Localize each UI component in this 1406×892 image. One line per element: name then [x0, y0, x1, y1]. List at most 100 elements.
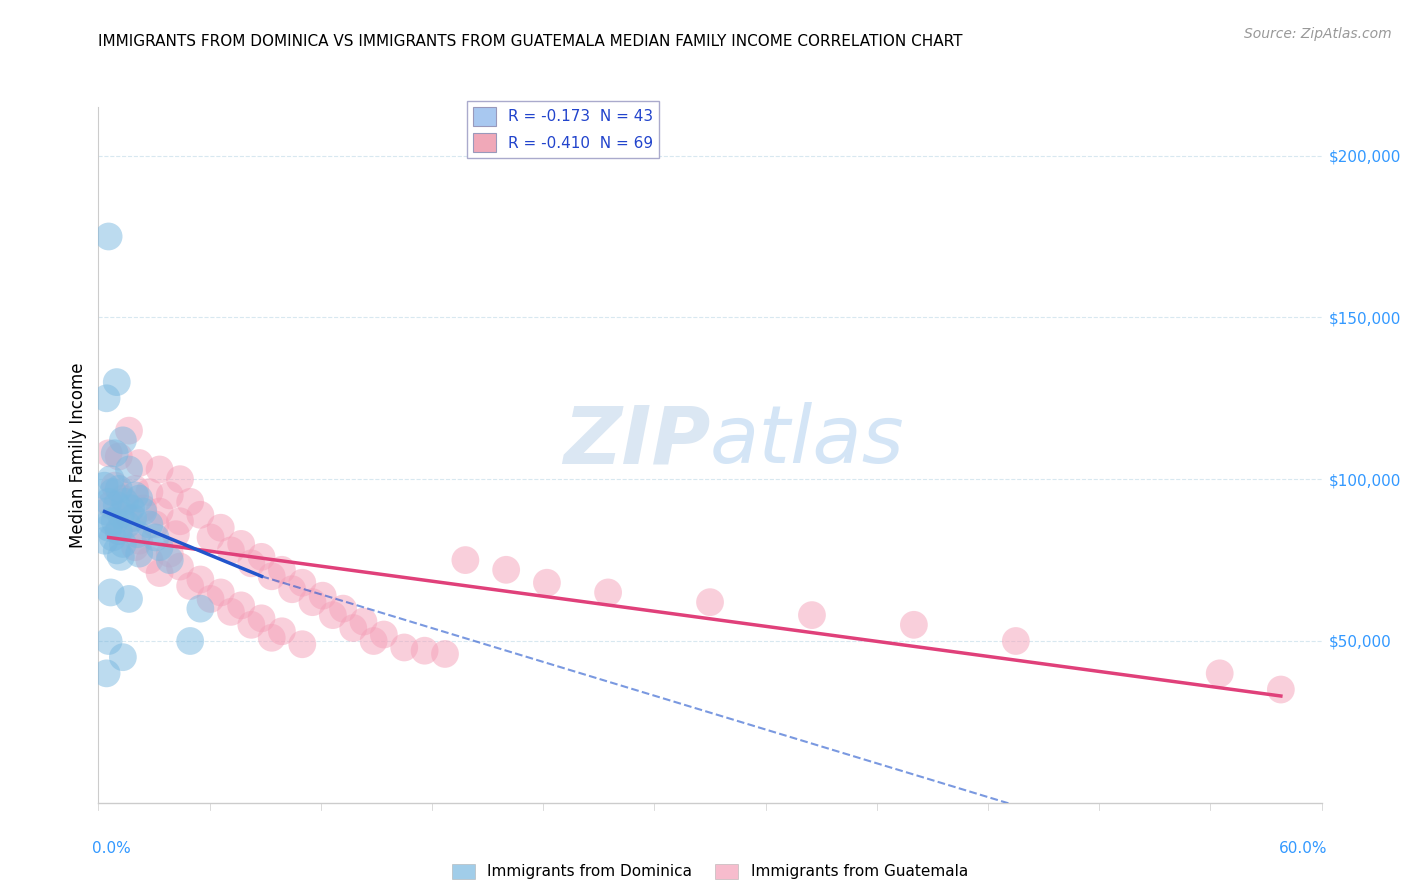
Point — [105, 375, 128, 389]
Point — [97, 521, 120, 535]
Point — [149, 540, 172, 554]
Text: atlas: atlas — [710, 402, 905, 480]
Point — [903, 617, 925, 632]
Point — [169, 559, 191, 574]
Point — [96, 504, 118, 518]
Point — [291, 637, 314, 651]
Point — [96, 666, 118, 681]
Text: 0.0%: 0.0% — [93, 841, 131, 856]
Point — [138, 485, 160, 500]
Point — [342, 621, 364, 635]
Point — [270, 624, 294, 639]
Point — [596, 585, 619, 599]
Point — [101, 531, 124, 545]
Point — [138, 553, 160, 567]
Point — [159, 488, 181, 502]
Point — [101, 485, 124, 500]
Point — [118, 462, 141, 476]
Point — [111, 650, 134, 665]
Point — [115, 517, 138, 532]
Point — [118, 424, 141, 438]
Point — [108, 524, 131, 538]
Text: IMMIGRANTS FROM DOMINICA VS IMMIGRANTS FROM GUATEMALA MEDIAN FAMILY INCOME CORRE: IMMIGRANTS FROM DOMINICA VS IMMIGRANTS F… — [98, 34, 963, 49]
Text: Source: ZipAtlas.com: Source: ZipAtlas.com — [1244, 27, 1392, 41]
Point — [93, 478, 115, 492]
Point — [132, 501, 155, 516]
Point — [188, 573, 212, 587]
Point — [169, 514, 191, 528]
Point — [240, 557, 263, 571]
Point — [699, 595, 721, 609]
Point — [97, 495, 120, 509]
Point — [1208, 666, 1232, 681]
Point — [312, 589, 335, 603]
Point — [97, 446, 120, 460]
Point — [454, 553, 477, 567]
Point — [250, 611, 273, 625]
Point — [100, 514, 122, 528]
Point — [200, 531, 222, 545]
Point — [179, 495, 201, 509]
Point — [100, 498, 122, 512]
Point — [373, 627, 395, 641]
Point — [111, 491, 134, 506]
Point — [124, 488, 146, 502]
Point — [128, 533, 150, 548]
Point — [138, 517, 160, 532]
Text: 60.0%: 60.0% — [1279, 841, 1327, 856]
Point — [108, 450, 131, 464]
Point — [159, 547, 181, 561]
Point — [801, 608, 824, 623]
Point — [165, 527, 187, 541]
Point — [352, 615, 374, 629]
Y-axis label: Median Family Income: Median Family Income — [69, 362, 87, 548]
Point — [124, 482, 146, 496]
Point — [1270, 682, 1292, 697]
Point — [122, 511, 145, 525]
Point — [179, 579, 201, 593]
Point — [219, 543, 242, 558]
Point — [124, 540, 146, 554]
Point — [209, 585, 232, 599]
Point — [111, 537, 134, 551]
Point — [128, 456, 150, 470]
Point — [392, 640, 416, 655]
Point — [536, 575, 558, 590]
Point — [433, 647, 456, 661]
Point — [188, 508, 212, 522]
Point — [240, 617, 263, 632]
Point — [104, 514, 127, 528]
Point — [110, 549, 132, 564]
Point — [110, 508, 132, 522]
Point — [118, 591, 141, 606]
Point — [100, 585, 122, 599]
Point — [332, 601, 354, 615]
Point — [100, 472, 122, 486]
Point — [120, 501, 142, 516]
Point — [159, 553, 181, 567]
Point — [132, 504, 155, 518]
Point — [495, 563, 517, 577]
Point — [188, 601, 212, 615]
Point — [1004, 634, 1026, 648]
Point — [179, 634, 201, 648]
Text: ZIP: ZIP — [562, 402, 710, 480]
Point — [149, 566, 172, 580]
Point — [93, 533, 115, 548]
Point — [97, 229, 120, 244]
Point — [149, 462, 172, 476]
Point — [108, 482, 131, 496]
Point — [270, 563, 294, 577]
Point — [127, 527, 149, 541]
Point — [301, 595, 323, 609]
Point — [291, 575, 314, 590]
Point — [128, 491, 150, 506]
Point — [104, 446, 127, 460]
Point — [260, 631, 283, 645]
Point — [111, 434, 134, 448]
Point — [219, 605, 242, 619]
Point — [149, 504, 172, 518]
Point — [104, 478, 127, 492]
Point — [108, 524, 131, 538]
Point — [105, 543, 128, 558]
